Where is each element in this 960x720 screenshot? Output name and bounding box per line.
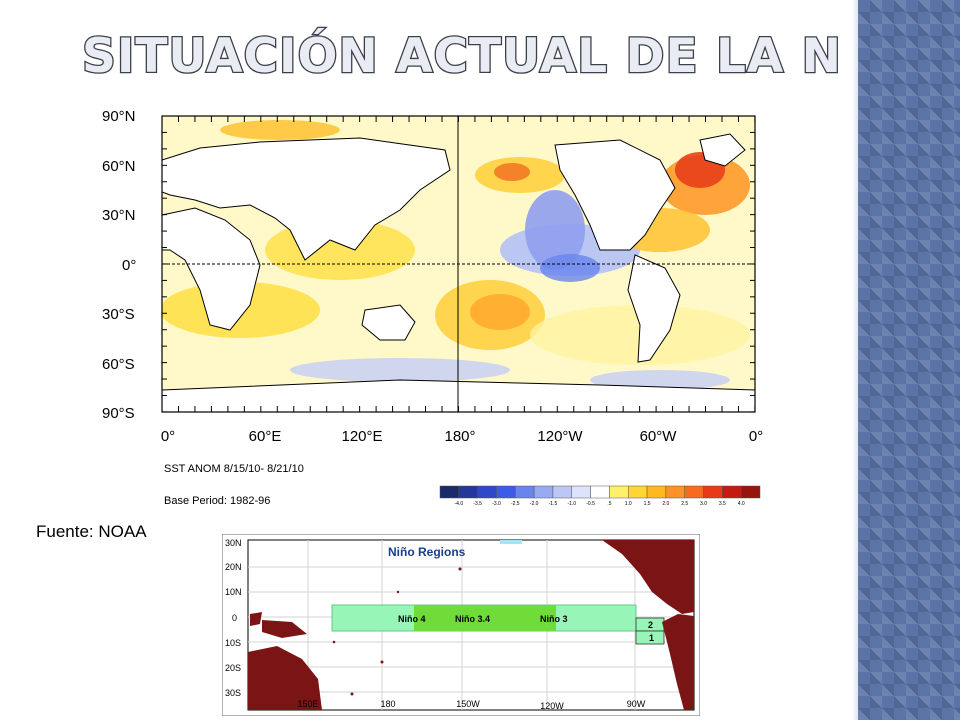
sst-caption-base: Base Period: 1982-96	[164, 495, 270, 507]
nino-lon-label: 120W	[540, 701, 564, 711]
nino-lat-label: 20S	[225, 663, 241, 673]
colorbar-swatch	[684, 485, 704, 499]
sst-lat-label: 60°N	[102, 158, 136, 175]
sst-lon-label: 120°E	[341, 428, 382, 445]
colorbar-tick-label: -4.0	[455, 501, 464, 507]
nino-lon-label: 90W	[627, 699, 646, 709]
sst-lon-label: 120°W	[537, 428, 583, 445]
colorbar-tick-label: 1.5	[644, 501, 651, 507]
colorbar-tick-label: 2.0	[662, 501, 669, 507]
colorbar-tick-label: -3.0	[492, 501, 501, 507]
nino-4-label: Niño 4	[398, 614, 426, 624]
sst-lat-label: 30°N	[102, 207, 136, 224]
sst-lon-label: 0°	[161, 428, 175, 445]
colorbar-swatch	[477, 485, 497, 499]
sst-lon-label: 60°E	[249, 428, 282, 445]
colorbar-swatch	[646, 485, 667, 499]
nino-lat-label: 10N	[225, 587, 242, 597]
nino-2-label: 2	[648, 620, 653, 630]
sst-lat-label: 30°S	[102, 306, 135, 323]
colorbar-tick-label: -3.5	[473, 501, 482, 507]
colorbar-swatch	[740, 485, 761, 499]
colorbar-tick-label: -2.5	[511, 501, 520, 507]
side-band-edge	[852, 0, 858, 720]
sst-anomaly-figure: 90°N 60°N 30°N 0° 30°S 60°S 90°S 0° 60°E…	[100, 100, 780, 510]
nino-lon-label: 150W	[456, 699, 480, 709]
colorbar-swatch	[609, 485, 629, 499]
nino-lat-label: 20N	[225, 562, 242, 572]
nino-region-labels: Niño 4 Niño 3.4 Niño 3 2 1	[398, 614, 654, 643]
colorbar-swatch	[722, 485, 742, 499]
slide-title: SITUACIÓN ACTUAL DE LA NIÑA	[81, 28, 838, 84]
nino-lon-label: 180	[380, 699, 395, 709]
nino-lon-axis: 150E 180 150W 120W 90W	[297, 699, 645, 711]
colorbar-swatch	[590, 485, 610, 499]
colorbar-swatch	[439, 485, 460, 499]
colorbar-tick-label: .5	[607, 501, 611, 507]
sst-lon-label: 0°	[749, 428, 763, 445]
nino-lat-label: 30S	[225, 688, 241, 698]
nino-lat-label: 30N	[225, 538, 242, 548]
colorbar-tick-label: -0.5	[586, 501, 595, 507]
colorbar-tick-label: -1.5	[549, 501, 558, 507]
colorbar-swatch	[571, 485, 591, 499]
sst-lon-label: 60°W	[640, 428, 678, 445]
slide-title-text: SITUACIÓN ACTUAL DE LA NIÑA	[82, 29, 838, 84]
colorbar-swatch	[703, 485, 723, 499]
colorbar-swatch	[533, 485, 554, 499]
nino-regions-figure: Niño Regions Niño 4 Niño 3.4 Niño 3 2 1 …	[222, 534, 700, 716]
sst-colorbar: -4.0 -3.5 -3.0 -2.5 -2.0 -1.5 -1.0 -0.5 .5 1.0 1.5…	[439, 485, 761, 507]
sst-caption-dates: SST ANOM 8/15/10- 8/21/10	[164, 463, 304, 475]
sst-lon-label: 180°	[444, 428, 475, 445]
sst-lat-axis: 90°N 60°N 30°N 0° 30°S 60°S 90°S	[102, 108, 136, 422]
sst-lat-label: 90°N	[102, 108, 136, 125]
nino-title: Niño Regions	[388, 545, 466, 559]
colorbar-swatch	[665, 485, 685, 499]
nino-lat-label: 10S	[225, 638, 241, 648]
colorbar-tick-label: -2.0	[530, 501, 539, 507]
source-note: Fuente: NOAA	[36, 522, 147, 541]
colorbar-swatch	[515, 485, 535, 499]
nino-lat-axis: 30N 20N 10N 0 10S 20S 30S	[225, 538, 242, 698]
nino-land	[248, 540, 694, 710]
colorbar-tick-label: 3.0	[700, 501, 707, 507]
colorbar-tick-label: -1.0	[567, 501, 576, 507]
colorbar-swatch	[458, 485, 478, 499]
colorbar-swatch	[496, 485, 516, 499]
nino-region-1	[635, 630, 665, 645]
colorbar-tick-label: 1.0	[625, 501, 632, 507]
sst-lat-label: 0°	[122, 257, 136, 274]
sst-lon-axis: 0° 60°E 120°E 180° 120°W 60°W 0°	[161, 428, 763, 445]
nino-region-34	[414, 605, 556, 631]
nino-3-label: Niño 3	[540, 614, 568, 624]
nino-34-label: Niño 3.4	[455, 614, 490, 624]
sst-map-plot	[161, 115, 756, 413]
nino-lat-label: 0	[232, 613, 237, 623]
colorbar-tick-label: 4.0	[738, 501, 745, 507]
nino-1-label: 1	[649, 633, 654, 643]
colorbar-swatch	[552, 485, 573, 499]
colorbar-tick-label: 3.5	[719, 501, 726, 507]
colorbar-tick-label: 2.5	[681, 501, 688, 507]
sst-lat-label: 90°S	[102, 405, 135, 422]
decorative-side-band	[858, 0, 960, 720]
sst-lat-label: 60°S	[102, 356, 135, 373]
nino-lon-label: 150E	[297, 699, 318, 709]
colorbar-swatch	[627, 485, 648, 499]
